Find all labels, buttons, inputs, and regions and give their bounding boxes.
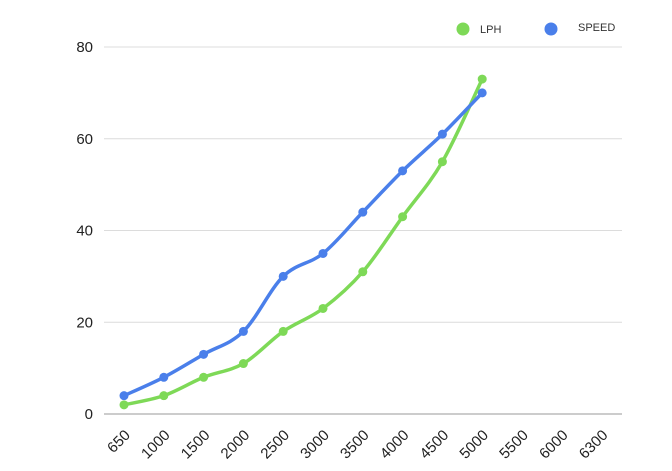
x-tick-label: 650 xyxy=(104,427,134,457)
legend-label-lph: LPH xyxy=(480,24,501,36)
x-tick-label: 3000 xyxy=(297,427,333,463)
x-tick-label: 6300 xyxy=(576,427,612,463)
data-point-lph xyxy=(278,326,288,336)
legend-marker-speed xyxy=(544,22,558,36)
data-point-speed xyxy=(119,391,129,401)
data-point-speed xyxy=(238,326,248,336)
x-tick-label: 1500 xyxy=(178,427,214,463)
data-point-lph xyxy=(358,267,368,277)
data-point-speed xyxy=(278,271,288,281)
data-point-lph xyxy=(199,372,209,382)
gridlines xyxy=(104,46,622,415)
data-point-speed xyxy=(199,349,209,359)
legend: LPH SPEED xyxy=(456,22,615,36)
x-tick-label: 2500 xyxy=(257,427,293,463)
series-line-lph xyxy=(122,77,484,407)
legend-marker-lph xyxy=(456,22,470,36)
data-point-speed xyxy=(358,207,368,217)
data-point-speed xyxy=(398,166,408,176)
series-layer xyxy=(119,74,487,410)
y-tick-label: 40 xyxy=(76,223,93,240)
data-point-lph xyxy=(318,303,328,313)
x-tick-label: 1000 xyxy=(138,427,174,463)
x-tick-label: 2000 xyxy=(218,427,254,463)
series-speed xyxy=(119,88,487,401)
data-point-speed xyxy=(477,88,487,98)
data-point-lph xyxy=(238,359,248,369)
y-tick-label: 80 xyxy=(76,39,93,56)
series-lph xyxy=(119,74,487,410)
y-tick-label: 20 xyxy=(76,314,93,331)
data-point-speed xyxy=(159,372,169,382)
x-tick-label: 6000 xyxy=(536,427,572,463)
x-tick-label: 4500 xyxy=(417,427,453,463)
data-point-speed xyxy=(318,248,328,258)
data-point-speed xyxy=(437,129,447,139)
data-point-lph xyxy=(159,391,169,401)
y-tick-label: 0 xyxy=(85,406,93,423)
x-tick-label: 3500 xyxy=(337,427,373,463)
y-axis: 0 20 40 60 80 xyxy=(76,39,93,423)
x-tick-label: 4000 xyxy=(377,427,413,463)
x-tick-label: 5500 xyxy=(496,427,532,463)
data-point-lph xyxy=(437,157,447,167)
data-point-lph xyxy=(477,74,487,84)
y-tick-label: 60 xyxy=(76,131,93,148)
data-point-lph xyxy=(398,212,408,222)
x-tick-label: 5000 xyxy=(456,427,492,463)
data-point-lph xyxy=(119,400,129,410)
series-line-speed xyxy=(122,91,484,398)
legend-label-speed: SPEED xyxy=(578,22,615,34)
x-axis: 650 1000 1500 2000 2500 3000 3500 4000 4500 5000 5… xyxy=(104,427,611,463)
